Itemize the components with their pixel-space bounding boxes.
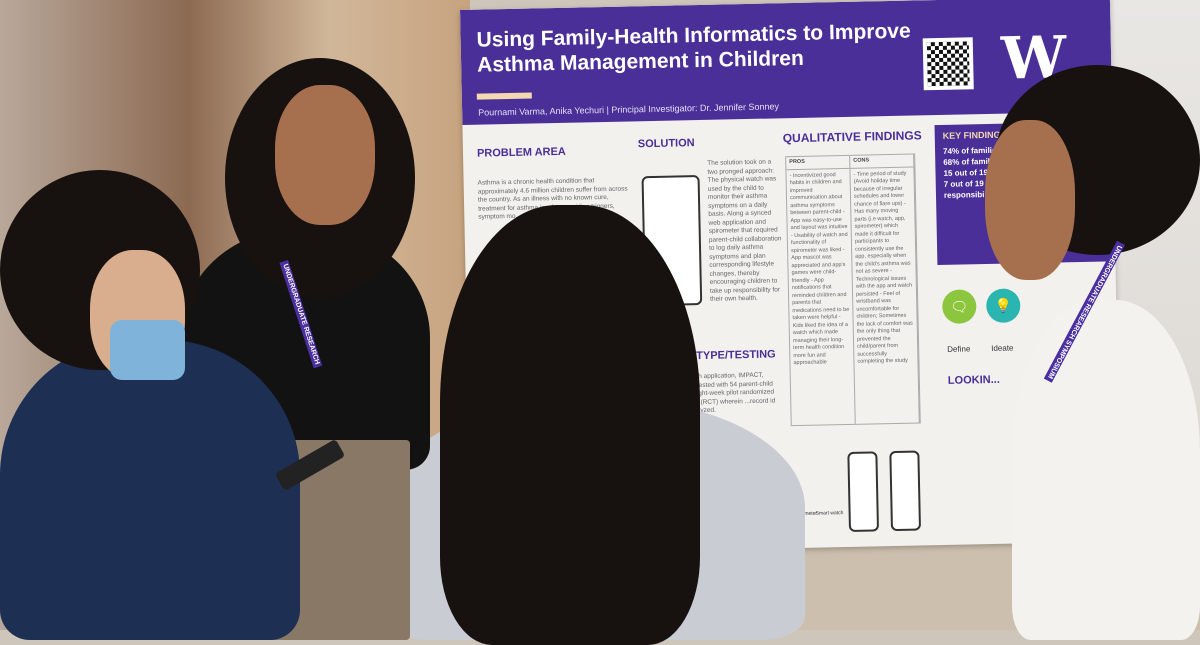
phone-mockup-2 — [847, 451, 880, 532]
solution-heading: SOLUTION — [637, 137, 695, 151]
cons-text: - Time period of study (Avoid holiday ti… — [853, 170, 913, 365]
person-back-hair — [440, 205, 700, 645]
qr-code — [922, 37, 974, 91]
looking-ahead-heading: LOOKIN... — [947, 373, 1000, 387]
pros-column: PROS - Incentivized good habits in childr… — [786, 155, 856, 426]
person-left-jacket — [0, 340, 300, 640]
pros-header: PROS — [786, 155, 850, 170]
qualitative-findings-heading: QUALITATIVE FINDINGS — [782, 128, 922, 146]
person-right-white-dress — [1012, 300, 1200, 640]
define-label: Define — [947, 344, 971, 354]
person-right-face — [985, 120, 1075, 280]
caption-watch: Smart watch — [815, 510, 844, 517]
chat-icon: 🗨 — [941, 289, 977, 324]
poster-authors: Pournami Varma, Anika Yechuri | Principa… — [478, 101, 780, 118]
pros-text: - Incentivized good habits in children a… — [789, 171, 850, 367]
pros-cons-table: PROS - Incentivized good habits in childr… — [785, 153, 921, 427]
problem-area-heading: PROBLEM AREA — [476, 145, 566, 160]
face-mask — [110, 320, 185, 380]
cons-column: CONS - Time period of study (Avoid holida… — [850, 154, 920, 424]
ideate-label: Ideate — [991, 343, 1014, 353]
person-center-face — [275, 85, 375, 225]
accent-bar — [476, 92, 532, 100]
cons-header: CONS — [850, 154, 914, 169]
poster-title: Using Family-Health Informatics to Impro… — [476, 19, 911, 77]
phone-mockup-3 — [889, 450, 922, 532]
lightbulb-icon: 💡 — [985, 288, 1021, 324]
solution-text: The solution took on a two pronged appro… — [707, 158, 782, 303]
